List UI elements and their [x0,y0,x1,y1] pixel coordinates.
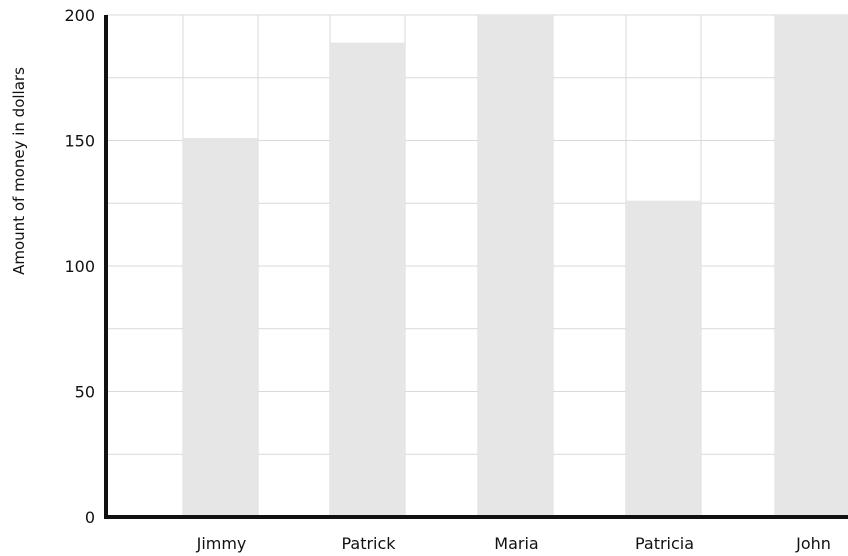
x-category-label: Jimmy [196,534,247,553]
y-tick-label: 50 [75,383,95,402]
y-tick-label: 100 [64,257,95,276]
y-tick-label: 200 [64,6,95,25]
y-tick-label: 0 [85,508,95,527]
x-category-label: Maria [494,534,538,553]
x-category-label: Patricia [635,534,694,553]
y-axis-title: Amount of money in dollars [10,67,28,275]
bar-jimmy [183,137,258,518]
bar-patricia [626,200,701,518]
bar-john [775,15,848,517]
y-tick-label: 150 [64,132,95,151]
bar-patrick [330,42,405,518]
bar-maria [478,15,553,517]
x-category-label: Patrick [341,534,396,553]
axes-layer [104,15,848,519]
labels-layer: 0 50 100 150 200 Jimmy Patrick Maria Patricia Joh… [64,6,830,553]
x-category-label: John [795,534,831,553]
bars-layer [183,15,848,518]
